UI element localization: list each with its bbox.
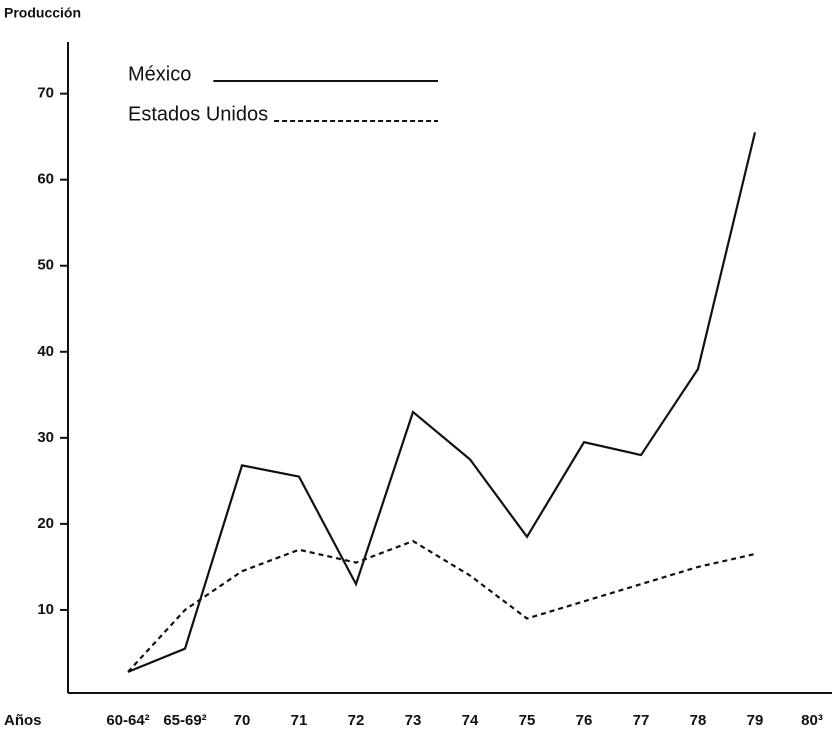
y-axis-label: Producción bbox=[4, 5, 81, 21]
x-tick-label: 65-69² bbox=[163, 712, 206, 729]
y-tick-label: 60 bbox=[37, 171, 54, 188]
x-axis-label: Años bbox=[4, 712, 42, 729]
y-tick-label: 50 bbox=[37, 257, 54, 274]
x-tick-label: 70 bbox=[234, 712, 251, 729]
legend-label: Estados Unidos bbox=[128, 103, 268, 125]
x-tick-label: 73 bbox=[405, 712, 422, 729]
x-tick-label: 75 bbox=[519, 712, 536, 729]
x-tick-label: 71 bbox=[291, 712, 308, 729]
x-tick-label: 72 bbox=[348, 712, 365, 729]
series-line bbox=[127, 539, 756, 673]
y-tick-label: 70 bbox=[37, 85, 54, 102]
x-tick-label: 76 bbox=[576, 712, 593, 729]
y-tick-label: 30 bbox=[37, 429, 54, 446]
legend-label: México bbox=[128, 63, 191, 85]
x-tick-label: 60-64² bbox=[106, 712, 149, 729]
series-line bbox=[127, 132, 757, 673]
y-tick-label: 20 bbox=[37, 515, 54, 532]
x-tick-label: 78 bbox=[690, 712, 707, 729]
y-tick-label: 10 bbox=[37, 601, 54, 618]
y-tick-label: 40 bbox=[37, 343, 54, 360]
x-tick-label: 80³ bbox=[801, 712, 823, 729]
x-tick-label: 79 bbox=[747, 712, 764, 729]
x-tick-label: 74 bbox=[462, 712, 479, 729]
x-tick-label: 77 bbox=[633, 712, 650, 729]
